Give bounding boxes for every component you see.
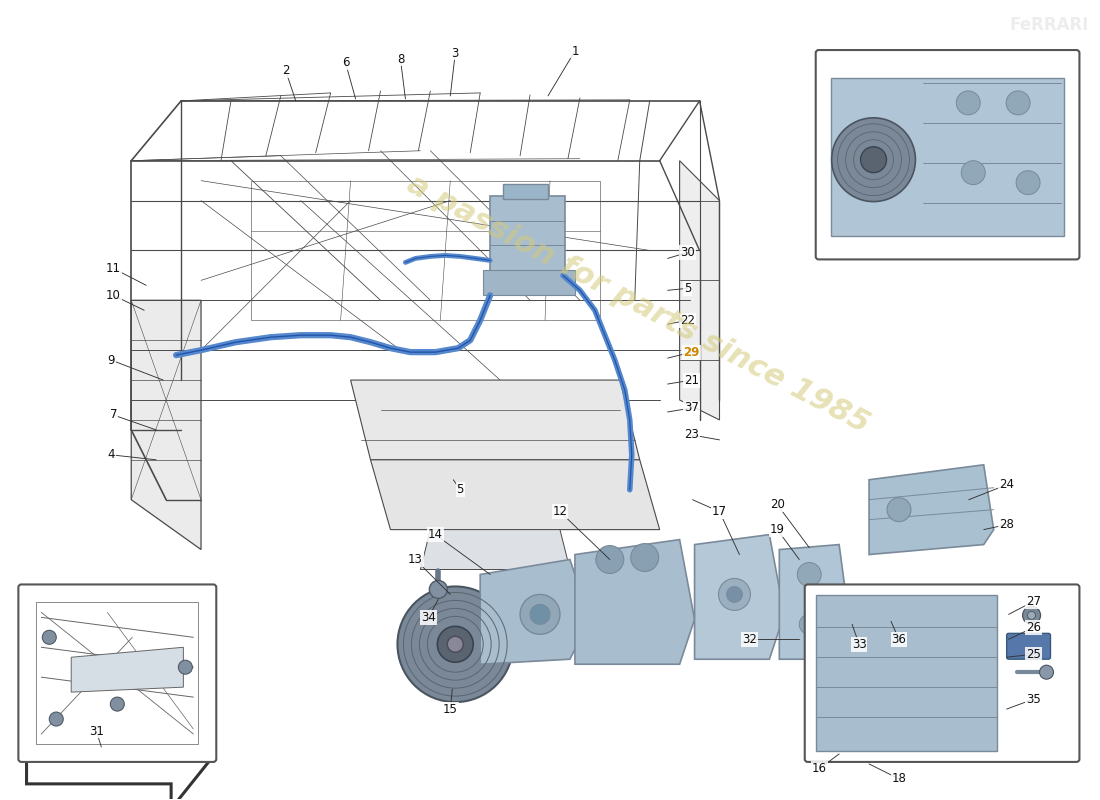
Circle shape — [847, 604, 861, 618]
Text: 9: 9 — [108, 354, 115, 366]
Circle shape — [1027, 611, 1035, 619]
Text: 27: 27 — [1026, 595, 1041, 608]
Text: 24: 24 — [999, 478, 1014, 491]
FancyBboxPatch shape — [816, 50, 1079, 259]
Circle shape — [520, 594, 560, 634]
Polygon shape — [503, 184, 548, 198]
Polygon shape — [575, 539, 694, 664]
Circle shape — [630, 543, 659, 571]
FancyBboxPatch shape — [1006, 634, 1050, 659]
Polygon shape — [869, 465, 993, 554]
Text: 36: 36 — [891, 633, 906, 646]
Circle shape — [42, 630, 56, 644]
Text: 13: 13 — [408, 553, 422, 566]
Circle shape — [397, 586, 513, 702]
Circle shape — [1023, 606, 1041, 624]
Text: 22: 22 — [680, 314, 695, 326]
Circle shape — [429, 581, 448, 598]
Text: 26: 26 — [1026, 621, 1041, 634]
Text: 34: 34 — [421, 611, 436, 624]
Circle shape — [50, 712, 63, 726]
Text: 18: 18 — [891, 772, 906, 786]
Polygon shape — [816, 595, 997, 751]
Circle shape — [438, 626, 473, 662]
Text: 15: 15 — [443, 702, 458, 715]
Polygon shape — [481, 559, 590, 664]
Text: 29: 29 — [683, 346, 700, 358]
Text: 31: 31 — [89, 725, 103, 738]
Circle shape — [530, 604, 550, 624]
Text: 25: 25 — [1026, 648, 1041, 661]
Text: 5: 5 — [456, 483, 464, 496]
Polygon shape — [420, 530, 570, 570]
Circle shape — [726, 586, 742, 602]
Circle shape — [448, 636, 463, 652]
Polygon shape — [26, 709, 211, 800]
Text: 8: 8 — [397, 53, 404, 66]
Text: 5: 5 — [684, 282, 691, 295]
Polygon shape — [779, 545, 849, 659]
Polygon shape — [483, 270, 575, 295]
Text: 33: 33 — [851, 638, 867, 650]
Text: 17: 17 — [712, 505, 727, 518]
Text: FeRRARI: FeRRARI — [1009, 16, 1088, 34]
Polygon shape — [491, 196, 565, 275]
Text: 3: 3 — [452, 46, 459, 59]
Text: a passion for parts since 1985: a passion for parts since 1985 — [402, 170, 873, 439]
FancyBboxPatch shape — [805, 585, 1079, 762]
Circle shape — [798, 562, 822, 586]
Text: 2: 2 — [282, 65, 289, 78]
Text: 11: 11 — [106, 262, 121, 275]
Circle shape — [1006, 91, 1030, 115]
Polygon shape — [680, 161, 719, 420]
Circle shape — [1016, 170, 1040, 194]
Circle shape — [718, 578, 750, 610]
Text: 6: 6 — [342, 57, 350, 70]
Text: 21: 21 — [684, 374, 700, 386]
Circle shape — [961, 161, 986, 185]
Text: 12: 12 — [552, 505, 568, 518]
Polygon shape — [72, 647, 184, 692]
Text: 23: 23 — [684, 428, 699, 442]
Circle shape — [887, 498, 911, 522]
FancyBboxPatch shape — [19, 585, 217, 762]
Text: 17: 17 — [712, 505, 727, 518]
Polygon shape — [694, 534, 784, 659]
Polygon shape — [371, 460, 660, 530]
Text: 7: 7 — [110, 409, 117, 422]
Text: 14: 14 — [428, 528, 443, 541]
Text: 28: 28 — [999, 518, 1014, 531]
Text: 16: 16 — [812, 762, 827, 775]
Text: 19: 19 — [770, 523, 784, 536]
Text: 10: 10 — [106, 289, 121, 302]
Text: 1: 1 — [571, 45, 579, 58]
Polygon shape — [830, 78, 1065, 237]
Circle shape — [956, 91, 980, 115]
Text: 32: 32 — [742, 633, 757, 646]
Text: 4: 4 — [108, 448, 115, 462]
Circle shape — [832, 118, 915, 202]
Polygon shape — [131, 300, 201, 550]
Circle shape — [860, 146, 887, 173]
Text: 30: 30 — [680, 246, 695, 259]
Circle shape — [178, 660, 192, 674]
Circle shape — [110, 697, 124, 711]
Circle shape — [596, 546, 624, 574]
Text: 35: 35 — [1026, 693, 1041, 706]
Text: 20: 20 — [770, 498, 784, 511]
Circle shape — [1040, 666, 1054, 679]
Polygon shape — [351, 380, 640, 460]
Circle shape — [800, 614, 820, 634]
Text: 37: 37 — [684, 402, 699, 414]
